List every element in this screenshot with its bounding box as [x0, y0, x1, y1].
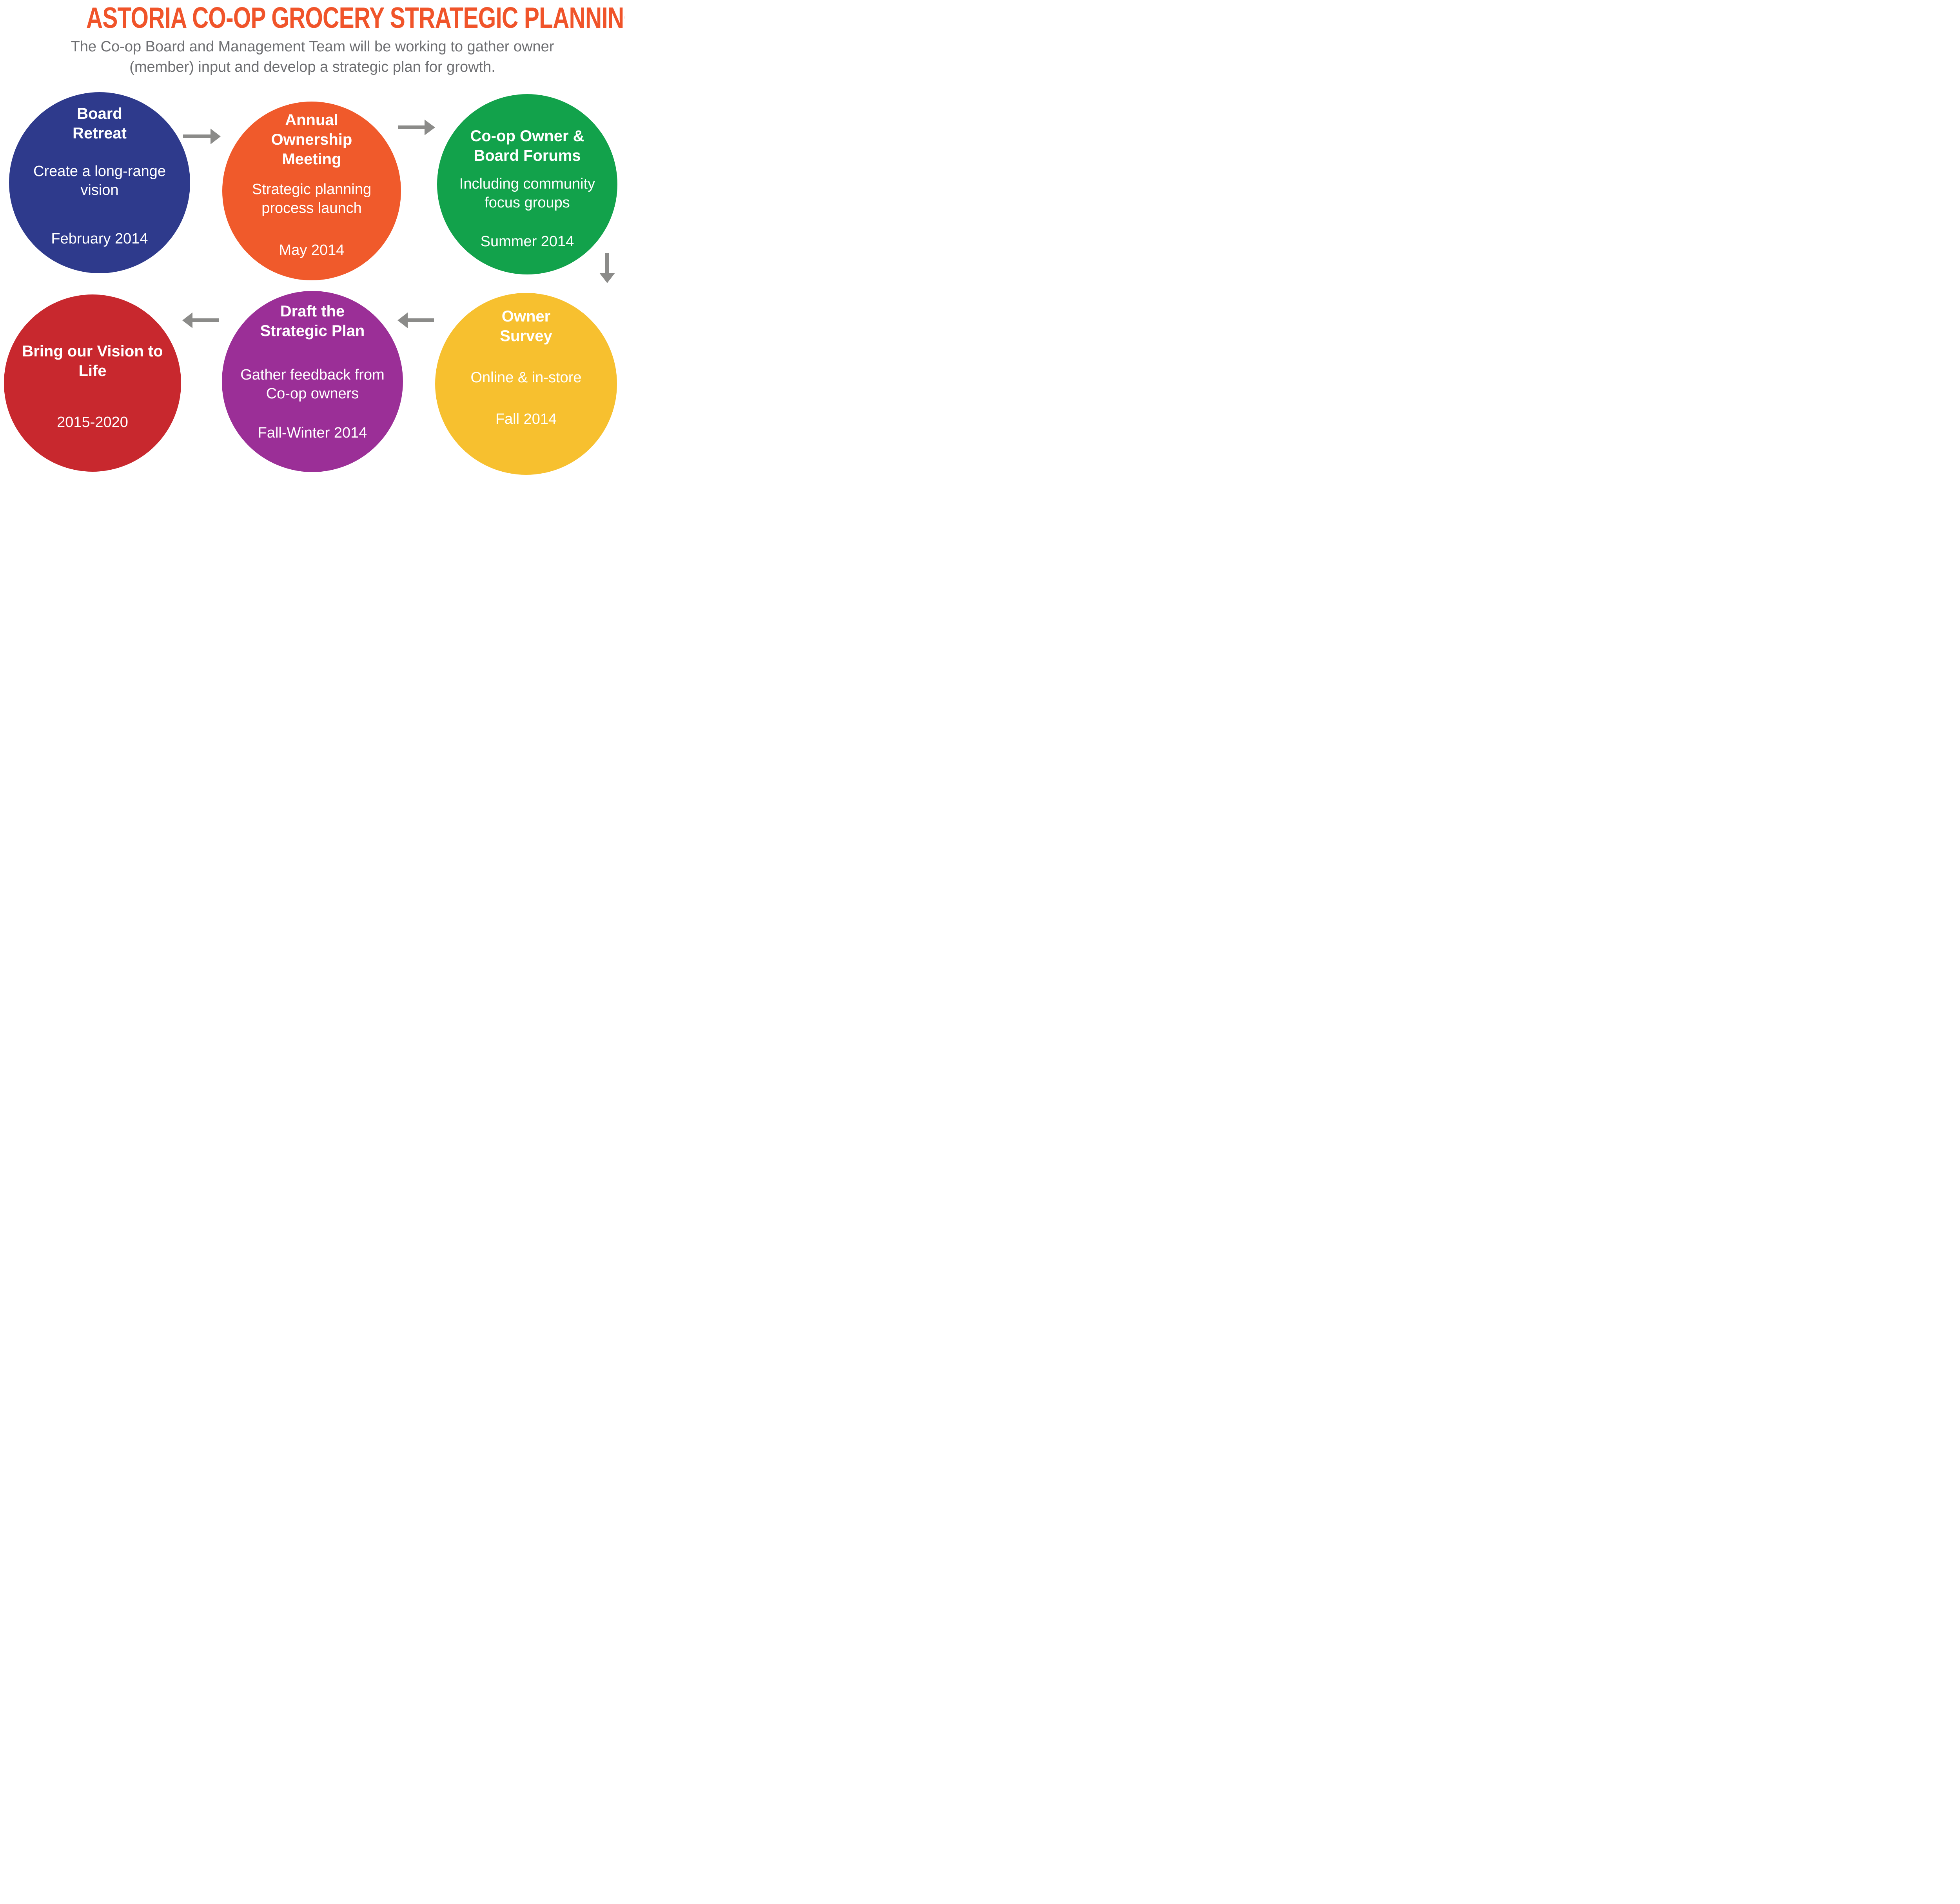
step-circle-coop-owner-board-forums: Co-op Owner & Board Forums Including com…: [437, 94, 617, 274]
arrow-head: [397, 312, 408, 328]
step-heading: Annual Ownership Meeting: [271, 111, 352, 168]
step-description: Including community focus groups: [459, 176, 595, 211]
step-heading: Draft the Strategic Plan: [260, 303, 365, 340]
step-date: May 2014: [279, 242, 345, 258]
step-heading: Board Retreat: [73, 105, 127, 142]
step-description: Online & in-store: [470, 369, 582, 386]
step-circle-annual-ownership-meeting: Annual Ownership Meeting Strategic plann…: [222, 102, 401, 280]
arrow-head: [425, 120, 435, 135]
step-date: Fall 2014: [495, 411, 557, 427]
step-circle-owner-survey: Owner Survey Online & in-store Fall 2014: [435, 293, 617, 475]
step-description: Create a long-range vision: [33, 163, 166, 198]
arrow-head: [182, 312, 192, 328]
arrow-shaft: [183, 134, 211, 138]
step-heading: Owner Survey: [500, 308, 552, 345]
step-circle-bring-vision-to-life: Bring our Vision to Life 2015-2020: [4, 294, 181, 472]
step-circle-draft-strategic-plan: Draft the Strategic Plan Gather feedback…: [222, 291, 403, 472]
step-date: Summer 2014: [480, 233, 574, 250]
arrow-shaft: [605, 253, 609, 273]
arrow-head: [211, 129, 221, 144]
step-heading: Bring our Vision to Life: [22, 343, 163, 380]
arrow-shaft: [192, 318, 219, 322]
step-date: 2015-2020: [57, 414, 128, 431]
step-date: February 2014: [51, 231, 148, 247]
page-title-text: ASTORIA CO-OP GROCERY STRATEGIC PLANNING…: [86, 1, 625, 34]
step-heading: Co-op Owner & Board Forums: [470, 127, 584, 164]
arrow-shaft: [408, 318, 434, 322]
arrow-head: [599, 273, 615, 283]
step-circle-board-retreat: Board Retreat Create a long-range vision…: [9, 92, 190, 273]
step-description: Gather feedback from Co-op owners: [240, 367, 385, 402]
arrow-shaft: [398, 125, 425, 129]
step-date: Fall-Winter 2014: [258, 425, 367, 441]
page-title: ASTORIA CO-OP GROCERY STRATEGIC PLANNING…: [0, 3, 625, 41]
step-description: Strategic planning process launch: [252, 181, 372, 216]
strategic-planning-map: ASTORIA CO-OP GROCERY STRATEGIC PLANNING…: [0, 0, 625, 476]
page-subtitle: The Co-op Board and Management Team will…: [71, 38, 554, 75]
